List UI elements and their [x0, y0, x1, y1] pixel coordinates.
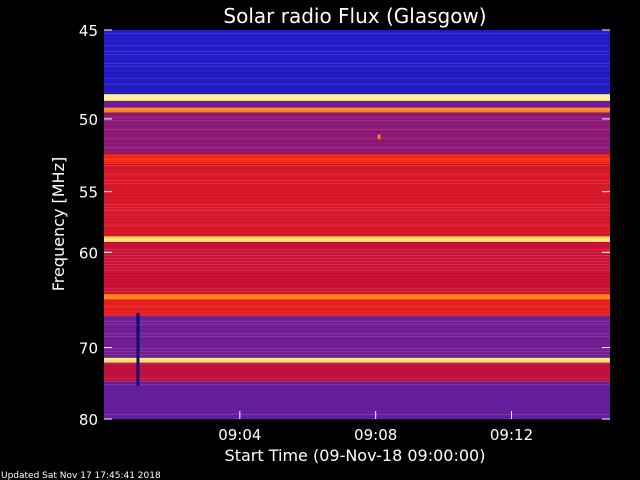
- frequency-band-13: [104, 362, 610, 383]
- plot-area: [104, 30, 610, 419]
- y-tick-label-70: 70: [79, 340, 98, 358]
- chart-title: Solar radio Flux (Glasgow): [223, 4, 486, 28]
- frequency-band-4: [104, 112, 610, 155]
- y-axis-label: Frequency [MHz]: [49, 157, 68, 291]
- y-tick-label-60: 60: [79, 244, 98, 262]
- y-tick-label-45: 45: [79, 22, 98, 40]
- frequency-band-7: [104, 236, 610, 243]
- frequency-band-12: [104, 357, 610, 363]
- frequency-band-1: [104, 94, 610, 101]
- x-tick-label-09:04: 09:04: [218, 426, 261, 444]
- y-tick-label-50: 50: [79, 111, 98, 129]
- frequency-band-8: [104, 242, 610, 294]
- x-tick-label-09:12: 09:12: [490, 426, 533, 444]
- frequency-band-0: [104, 30, 610, 95]
- y-tick-label-80: 80: [79, 411, 98, 429]
- x-axis-label: Start Time (09-Nov-18 09:00:00): [225, 446, 486, 465]
- frequency-band-10: [104, 299, 610, 316]
- x-axis: 09:04 09:08 09:12: [218, 411, 533, 444]
- x-tick-label-09:08: 09:08: [354, 426, 397, 444]
- updated-timestamp: Updated Sat Nov 17 17:45:41 2018: [1, 471, 161, 480]
- y-axis: 45 50 55 60 70 80: [79, 22, 610, 429]
- frequency-band-14: [104, 382, 610, 419]
- y-tick-label-55: 55: [79, 184, 98, 202]
- frequency-band-11: [104, 315, 610, 358]
- channel-texture: [104, 30, 610, 418]
- frequency-band-5: [104, 154, 610, 165]
- burst-event-1: [377, 134, 381, 140]
- frequency-band-2: [104, 100, 610, 108]
- burst-event-0: [136, 312, 140, 386]
- frequency-band-9: [104, 293, 610, 300]
- frequency-band-3: [104, 107, 610, 113]
- frequency-band-6: [104, 164, 610, 237]
